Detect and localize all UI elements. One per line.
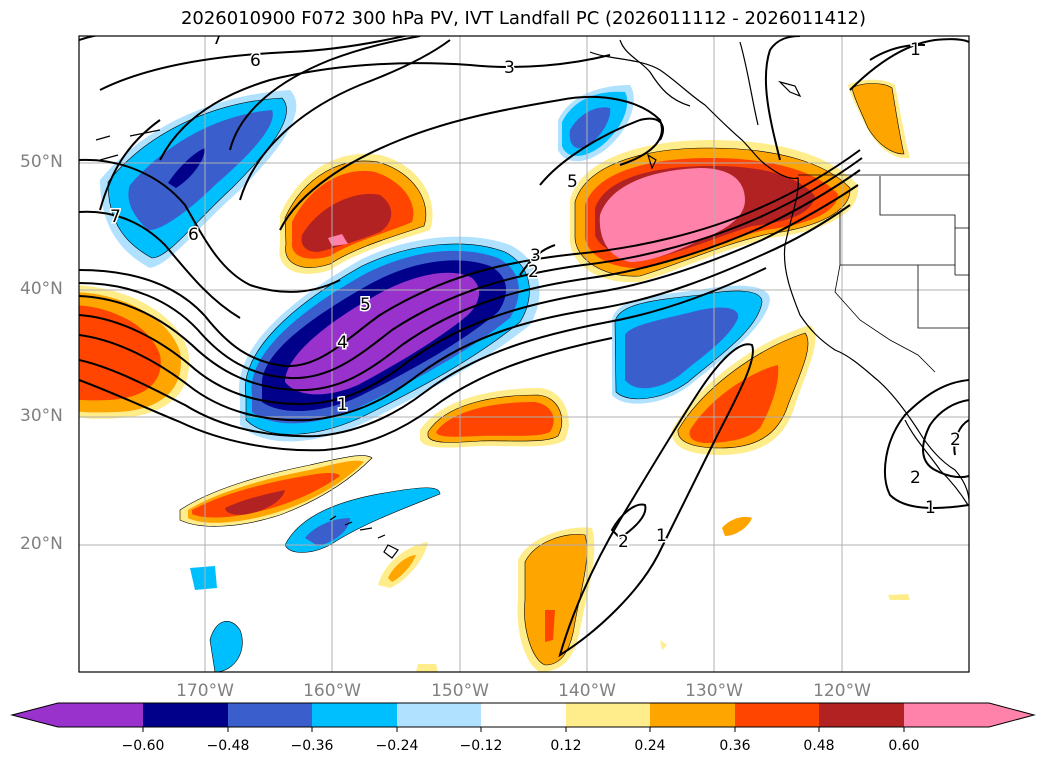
- contour-label: 1: [656, 526, 667, 546]
- colorbar-tick: 0.12: [550, 738, 582, 754]
- lon-label-150w: 150°W: [431, 681, 489, 701]
- colorbar-extend-min: [12, 703, 58, 727]
- lon-label-130w: 130°W: [685, 681, 743, 701]
- contour-label: 2: [528, 262, 539, 282]
- colorbar-tick: −0.36: [290, 738, 334, 754]
- colorbar-tick: 0.48: [803, 738, 835, 754]
- colorbar-tick: −0.60: [121, 738, 165, 754]
- contour-label: 3: [530, 246, 541, 266]
- colorbar-extend-max: [989, 703, 1034, 727]
- lat-label-40n: 40°N: [20, 279, 63, 299]
- contour-label: 5: [567, 172, 578, 192]
- contour-label: 7: [110, 207, 121, 227]
- contour-label: 1: [925, 498, 936, 518]
- contour-label: 6: [188, 225, 199, 245]
- map-frame: [78, 35, 970, 673]
- colorbar-tick: −0.24: [375, 738, 419, 754]
- contour-label: 3: [504, 58, 515, 78]
- lon-label-140w: 140°W: [558, 681, 616, 701]
- lon-label-170w: 170°W: [176, 681, 234, 701]
- negative-anomaly-nw-pacific: [100, 90, 297, 268]
- ivt-contours: [79, 36, 969, 658]
- lon-label-120w: 120°W: [813, 681, 871, 701]
- colorbar-tick: −0.12: [459, 738, 503, 754]
- contour-label: 2: [950, 430, 961, 450]
- negative-anomaly-misc: [190, 85, 634, 672]
- lat-label-30n: 30°N: [20, 406, 63, 426]
- borders: [798, 174, 969, 373]
- colorbar: [10, 702, 1036, 732]
- colorbar-tick: 0.36: [719, 738, 751, 754]
- contour-labels: 7 6 3 1 7 6 5 3 2 5 4 1 2 1 2 2 1: [109, 29, 963, 554]
- positive-anomaly-north-central: [279, 153, 433, 274]
- contour-label: 7: [212, 29, 223, 49]
- contour-label: 4: [337, 333, 348, 353]
- map-title: 2026010900 F072 300 hPa PV, IVT Landfall…: [180, 8, 867, 29]
- colorbar-tick: 0.60: [888, 738, 920, 754]
- map-canvas: 7 6 3 1 7 6 5 3 2 5 4 1 2 1 2 2 1: [79, 29, 969, 672]
- anomaly-outlines: [107, 83, 905, 672]
- contour-label: 5: [360, 295, 371, 315]
- contour-label: 6: [250, 51, 261, 71]
- negative-anomaly-east-central: [612, 285, 770, 404]
- contour-label: 2: [910, 468, 921, 488]
- lat-label-50n: 50°N: [20, 152, 63, 172]
- colorbar-tick: 0.24: [634, 738, 666, 754]
- lat-label-20n: 20°N: [20, 534, 63, 554]
- colorbar-tick: −0.48: [206, 738, 250, 754]
- contour-label: 2: [618, 532, 629, 552]
- contour-label: 1: [910, 40, 921, 60]
- contour-label: 1: [337, 395, 348, 415]
- lon-label-160w: 160°W: [303, 681, 361, 701]
